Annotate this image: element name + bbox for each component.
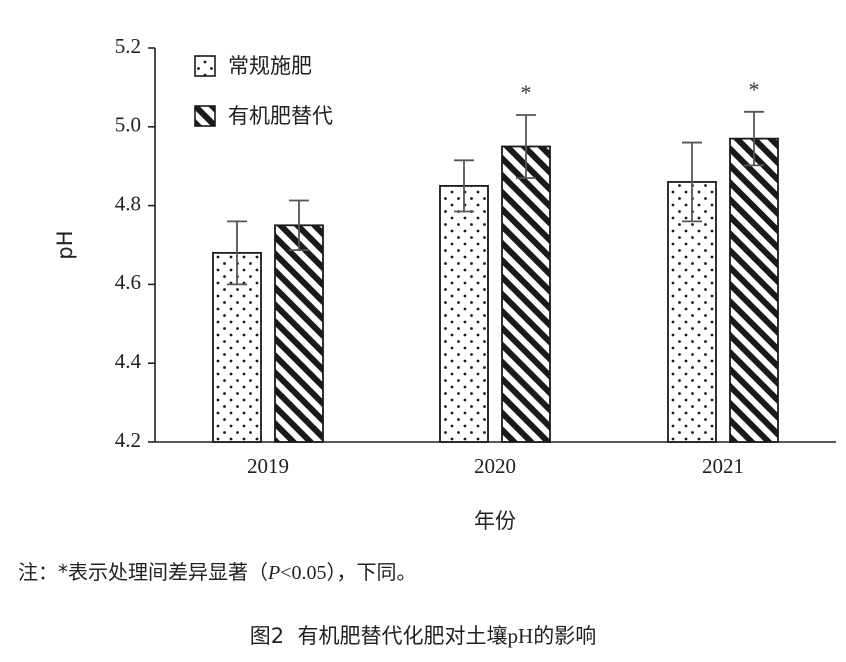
x-tick-label: 2020 [474, 454, 516, 478]
caption-text-after: 的影响 [533, 624, 597, 648]
legend: 常规施肥 有机肥替代 [194, 54, 333, 128]
legend-label-conventional: 常规施肥 [228, 54, 312, 78]
bar-conventional-2020 [439, 184, 489, 443]
x-tick-label: 2021 [702, 454, 744, 478]
y-tick-label: 4.6 [115, 270, 141, 294]
legend-label-organic: 有机肥替代 [228, 104, 333, 128]
x-tick-label: 2019 [247, 454, 289, 478]
error-bars [227, 110, 764, 286]
y-tick-label: 5.0 [115, 113, 141, 137]
note-suffix: ），下同。 [326, 560, 417, 584]
bar-organic-2019 [274, 224, 324, 443]
y-tick-label: 5.2 [115, 34, 141, 58]
bar-conventional-2021 [667, 181, 717, 443]
y-axis-label: pH [53, 230, 77, 259]
y-ticks: 4.2 4.4 4.6 4.8 5.0 5.2 [115, 34, 155, 452]
bar-organic-2021 [729, 137, 779, 443]
significance-marks: * * [521, 77, 760, 105]
y-tick-label: 4.2 [115, 428, 141, 452]
significance-mark: * [521, 80, 532, 105]
legend-swatch-conventional [194, 55, 216, 77]
figure-caption: 图2 有机肥替代化肥对土壤pH的影响 [0, 620, 846, 650]
note-prefix: 注：*表示处理间差异显著（ [18, 560, 268, 584]
significance-mark: * [749, 77, 760, 102]
figure-note: 注：*表示处理间差异显著（P<0.05），下同。 [18, 556, 417, 585]
bar-chart: 4.24.44.64.85.05.2 2019 2020 2021 * * pH 年份… [53, 34, 836, 533]
note-threshold: <0.05 [280, 562, 327, 584]
legend-swatch-organic [194, 105, 216, 127]
bar-organic-2020 [501, 145, 551, 443]
x-ticks: 2019 2020 2021 [247, 454, 744, 478]
axes [154, 48, 836, 443]
y-tick-label: 4.4 [115, 349, 142, 373]
caption-ph: pH [507, 624, 534, 648]
bars [212, 137, 779, 443]
caption-text-before: 有机肥替代化肥对土壤 [297, 624, 508, 648]
caption-figure-number: 图2 [249, 624, 285, 648]
x-axis-label: 年份 [474, 509, 516, 533]
note-p-symbol: P [268, 562, 281, 584]
y-tick-label: 4.8 [115, 191, 141, 215]
